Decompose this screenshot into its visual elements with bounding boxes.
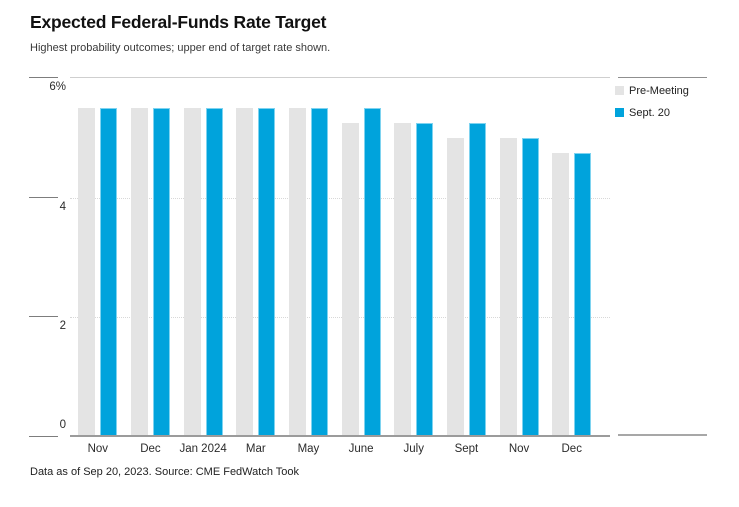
bar-pre-meeting [236,107,254,437]
y-tick-line [29,436,58,437]
bar-pre-meeting [130,107,148,437]
bar-pre-meeting [394,122,412,437]
bar-sept-20 [310,107,328,437]
legend-label: Pre-Meeting [629,85,689,97]
bar-sept-20 [258,107,276,437]
x-axis-label: Mar [245,443,266,455]
x-axis-label: Nov [508,443,530,455]
chart-title: Expected Federal-Funds Rate Target [30,12,327,32]
bar-pre-meeting [183,107,201,437]
bar-sept-20 [468,122,486,437]
y-tick-label: 4 [59,201,66,213]
y-tick-line [29,77,58,78]
sept-20-swatch-icon [615,108,624,117]
x-axis-label: Jan 2024 [179,443,227,455]
bar-sept-20 [363,107,381,437]
bar-pre-meeting [288,107,306,437]
gridline [70,198,610,199]
x-axis-label: July [403,443,424,455]
source-note: Data as of Sep 20, 2023. Source: CME Fed… [30,466,300,478]
bar-sept-20 [416,122,434,437]
legend-bottom-rule [618,434,707,436]
bar-pre-meeting [78,107,96,437]
bar-sept-20 [100,107,118,437]
bar-pre-meeting [552,152,570,437]
bar-pre-meeting [341,122,359,437]
y-tick-line [29,197,58,198]
x-axis-label: Nov [87,443,109,455]
legend-top-rule [618,77,707,78]
x-axis-label: May [297,443,320,455]
bar-sept-20 [574,152,592,437]
chart-subtitle: Highest probability outcomes; upper end … [30,42,331,54]
y-tick-label: 2 [59,320,66,332]
legend-label: Sept. 20 [629,107,670,119]
x-axis-label: Sept [454,443,479,455]
x-axis-label: Dec [140,443,161,455]
x-axis-label: June [348,443,374,455]
x-axis-label: Dec [561,443,582,455]
bar-pre-meeting [499,137,517,437]
bar-sept-20 [205,107,223,437]
bar-sept-20 [521,137,539,437]
y-tick-label: 0 [59,419,66,431]
x-axis-line [70,435,610,437]
gridline [70,317,610,318]
bar-pre-meeting [446,137,464,437]
bar-sept-20 [152,107,170,437]
pre-meeting-swatch-icon [615,86,624,95]
y-tick-line [29,316,58,317]
plot-area [70,77,610,437]
y-tick-label: 6% [49,81,66,93]
